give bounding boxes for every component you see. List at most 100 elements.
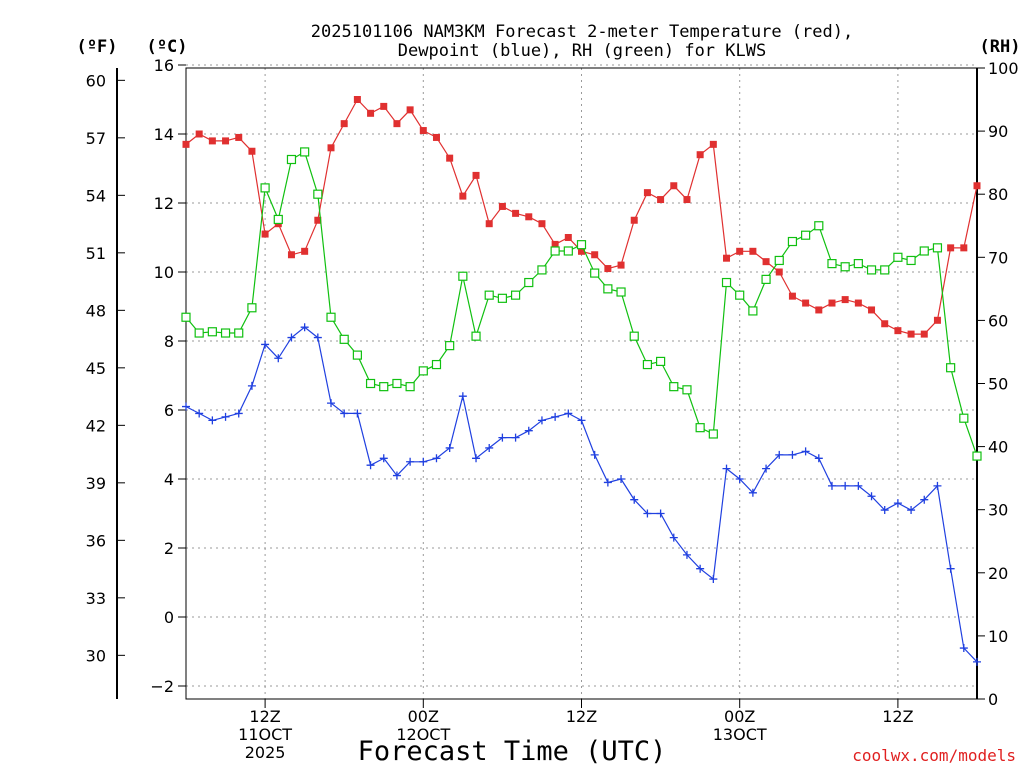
rh-point: [497, 293, 507, 303]
x-tick-label: 12Z: [249, 707, 280, 726]
celsius-tick-label: 16: [154, 56, 174, 75]
rh-point: [524, 277, 534, 288]
temperature-point: [973, 182, 981, 190]
temperature-point: [683, 196, 691, 204]
rh-point: [735, 290, 745, 300]
axes: [116, 64, 985, 708]
dewpoint-point: [524, 426, 533, 435]
rh-point: [471, 331, 481, 341]
x-tick-label: 00Z: [724, 707, 755, 726]
rh-point: [379, 382, 389, 392]
fahrenheit-tick-label: 60: [86, 71, 106, 90]
x-tick-label: 00Z: [408, 707, 439, 726]
rh-point: [695, 423, 705, 433]
celsius-tick-label: 8: [164, 332, 174, 351]
rh-point: [748, 306, 758, 316]
temperature-point: [617, 261, 625, 269]
rh-point: [893, 252, 903, 262]
temperature-point: [235, 133, 243, 141]
x-tick-label: 2025: [245, 743, 286, 762]
temperature-point: [446, 154, 454, 162]
dewpoint-point: [722, 464, 731, 473]
rh-point: [194, 328, 204, 338]
x-axis-title: Forecast Time (UTC): [358, 736, 667, 767]
rh-point: [787, 236, 798, 247]
dewpoint-point: [590, 450, 599, 459]
temperature-point: [222, 137, 230, 145]
temperature-point: [933, 316, 941, 324]
temperature-point: [432, 133, 440, 141]
rh-point: [932, 243, 943, 253]
rh-tick-label: 60: [988, 311, 1008, 330]
fahrenheit-tick-label: 57: [86, 129, 106, 148]
temperature-point: [762, 258, 770, 266]
temperature-point: [604, 265, 612, 273]
rh-point: [629, 331, 639, 341]
rh-point: [234, 328, 244, 338]
dewpoint-point: [827, 481, 836, 490]
temperature-point: [775, 268, 783, 276]
temperature-point: [287, 251, 295, 259]
temperature-point: [327, 144, 335, 152]
rh-point: [365, 378, 376, 389]
temperature-point: [788, 292, 796, 300]
dewpoint-point: [801, 447, 810, 456]
dewpoint-point: [551, 412, 560, 421]
temperature-point: [920, 330, 928, 338]
temperature-point: [670, 182, 678, 190]
rh-point: [880, 265, 890, 275]
fahrenheit-tick-label: 39: [86, 474, 106, 493]
rh-point: [669, 382, 679, 392]
temperature-point: [353, 96, 361, 103]
rh-point: [721, 277, 732, 288]
dewpoint-point: [682, 550, 691, 559]
dewpoint-point: [498, 433, 507, 442]
rh-point: [510, 290, 521, 300]
credit-text: coolwx.com/models: [852, 746, 1016, 765]
rh-point: [840, 262, 850, 272]
temperature-point: [578, 247, 585, 255]
dewpoint-point: [472, 454, 481, 463]
x-tick-label: 11OCT: [238, 725, 292, 744]
dewpoint-point: [247, 381, 256, 390]
rh-point: [431, 359, 442, 370]
fahrenheit-tick-label: 30: [86, 646, 106, 665]
dewpoint-point: [261, 340, 270, 349]
chart-title-line2: Dewpoint (blue), RH (green) for KLWS: [398, 41, 766, 61]
rh-point: [814, 221, 824, 231]
rh-tick-label: 70: [988, 248, 1008, 267]
dewpoint-point: [208, 416, 217, 425]
dewpoint-point: [379, 454, 388, 463]
rh-point: [392, 378, 402, 389]
temperature-point: [208, 137, 216, 145]
fahrenheit-tick-label: 45: [86, 359, 106, 378]
chart-title-line1: 2025101106 NAM3KM Forecast 2-meter Tempe…: [311, 22, 853, 42]
rh-point: [326, 312, 336, 322]
temperature-point: [551, 240, 559, 248]
dewpoint-point: [419, 457, 428, 466]
dewpoint-point: [485, 443, 494, 452]
rh-point: [458, 271, 468, 281]
celsius-tick-label: 4: [164, 470, 174, 489]
temperature-point: [314, 216, 322, 224]
dewpoint-point: [221, 412, 230, 421]
dewpoint-point: [432, 454, 441, 463]
rh-point: [445, 341, 455, 351]
dewpoint-point: [234, 409, 243, 418]
dewpoint-point: [537, 416, 546, 425]
dewpoint-point: [656, 509, 665, 518]
temperature-point: [380, 102, 388, 110]
rh-tick-label: 0: [988, 690, 998, 709]
temperature-point: [630, 216, 638, 224]
rh-point: [616, 287, 626, 297]
dewpoint-point: [854, 481, 863, 490]
temperature-point: [696, 151, 704, 159]
temperature-point: [340, 120, 348, 128]
temperature-point: [406, 106, 414, 114]
temperature-point: [498, 202, 506, 210]
dewpoint-point: [920, 495, 929, 504]
temperature-point: [261, 230, 269, 238]
dewpoint-point: [603, 478, 612, 487]
rh-point: [642, 359, 653, 370]
dewpoint-point: [617, 475, 626, 483]
